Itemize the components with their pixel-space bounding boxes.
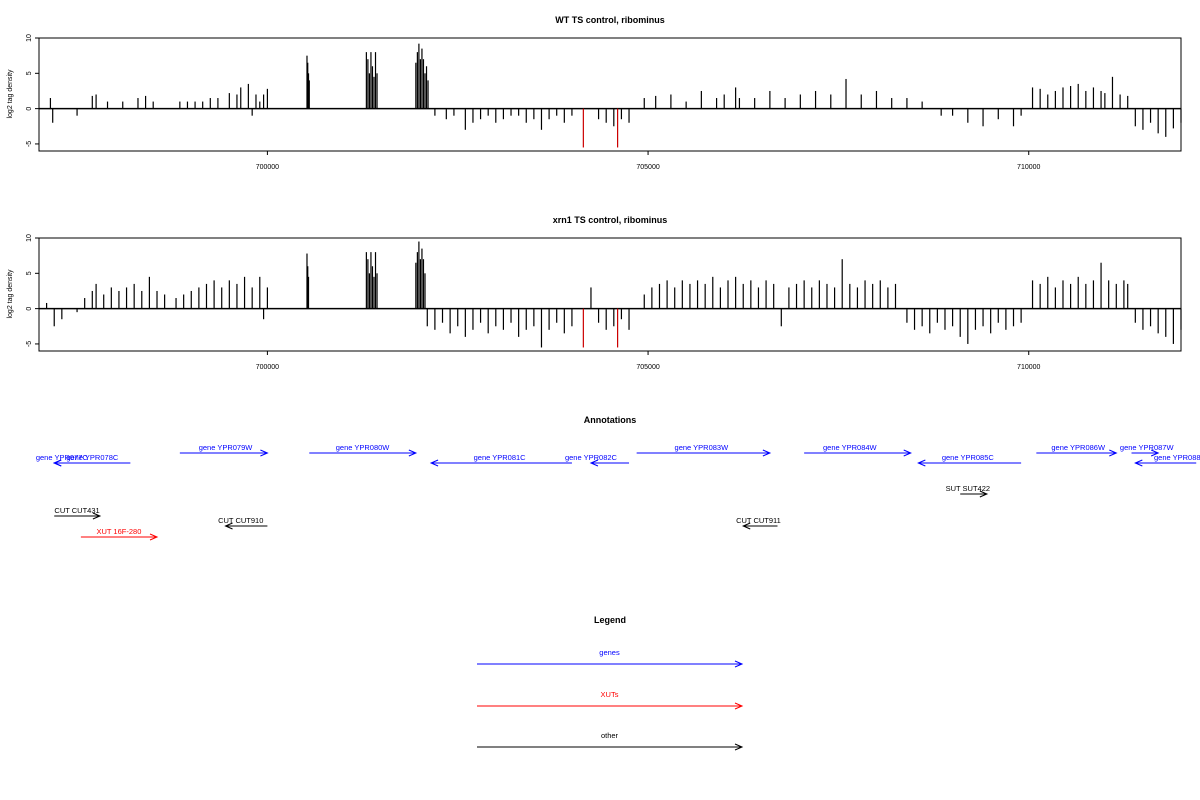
arrowhead [429, 459, 439, 467]
y-axis-label-wt: log2 tag density [7, 69, 14, 119]
panel-title-wt: WT TS control, ribominus [555, 15, 665, 25]
x-tick-label: 700000 [256, 364, 279, 371]
feature-label: gene YPR085C [942, 453, 995, 462]
annotation-feature: gene YPR081C [429, 453, 572, 467]
feature-label: CUT CUT911 [736, 516, 781, 525]
arrowhead [1150, 449, 1160, 457]
feature-label: gene YPR087W [1120, 443, 1175, 452]
arrowhead [903, 449, 912, 457]
y-tick-label: 10 [26, 34, 33, 42]
plot-area-xrn1: -5 0 5 10 700000 705000 710000 [26, 234, 1182, 371]
arrowhead [149, 533, 159, 541]
annotation-feature: gene YPR086W [1036, 443, 1118, 457]
arrowhead [589, 459, 599, 467]
annotation-feature: gene YPR082C [565, 453, 630, 467]
feature-label: gene YPR083W [675, 443, 730, 452]
arrowhead [762, 449, 772, 457]
annotation-feature: CUT CUT910 [218, 516, 268, 530]
feature-label: gene YPR078C [66, 453, 119, 462]
arrowhead [741, 522, 751, 530]
plot-area-wt: -5 0 5 10 700000 705000 710000 [26, 34, 1182, 171]
legend-item: other [477, 731, 744, 751]
y-tick-label: 5 [26, 271, 33, 275]
x-tick-label: 710000 [1017, 364, 1040, 371]
feature-label: gene YPR084W [823, 443, 878, 452]
arrowhead [1134, 459, 1143, 467]
track-panel-xrn1: xrn1 TS control, ribominus log2 tag dens… [7, 215, 1182, 371]
feature-label: SUT SUT422 [946, 484, 990, 493]
arrowhead [224, 522, 233, 530]
legend-arrowhead [734, 702, 744, 710]
legend-label: genes [599, 648, 620, 657]
x-tick-label: 705000 [636, 364, 659, 371]
legend-item: XUTs [477, 690, 744, 710]
legend-arrowhead [734, 743, 744, 751]
plot-frame-xrn1 [38, 237, 1182, 352]
y-tick-label: 5 [26, 71, 33, 75]
legend-arrowhead [734, 660, 744, 668]
arrowhead [260, 449, 269, 457]
feature-label: CUT CUT431 [54, 506, 99, 515]
panel-title-xrn1: xrn1 TS control, ribominus [553, 215, 668, 225]
x-tick-label: 705000 [636, 164, 659, 171]
annotation-feature: gene YPR080W [309, 443, 418, 457]
annotation-feature: gene YPR079W [179, 443, 269, 457]
track-panel-wt: WT TS control, ribominus log2 tag densit… [7, 15, 1182, 171]
feature-label: gene YPR082C [565, 453, 618, 462]
feature-label: gene YPR081C [474, 453, 527, 462]
annotation-feature: gene YPR088C [1134, 453, 1200, 467]
legend-label: other [601, 731, 619, 740]
legend-item: genes [477, 648, 744, 668]
annotation-feature: gene YPR083W [636, 443, 772, 457]
feature-label: CUT CUT910 [218, 516, 263, 525]
arrowhead [92, 512, 102, 520]
arrowhead [979, 490, 989, 498]
annotation-feature: gene YPR084W [804, 443, 912, 457]
feature-label: gene YPR077C [36, 453, 89, 462]
feature-label: gene YPR088C [1154, 453, 1200, 462]
arrowhead [52, 459, 62, 467]
annotation-feature: gene YPR085C [917, 453, 1022, 467]
y-axis-label-xrn1: log2 tag density [7, 269, 14, 319]
arrowhead [1109, 449, 1118, 457]
y-tick-label: 0 [26, 307, 33, 311]
annotation-feature: CUT CUT911 [736, 516, 781, 530]
annotations-title: Annotations [584, 415, 637, 425]
plot-frame-wt [38, 37, 1182, 152]
feature-label: XUT 16F-280 [96, 527, 141, 536]
feature-label: gene YPR086W [1051, 443, 1106, 452]
annotation-feature: CUT CUT431 [54, 506, 102, 520]
annotation-feature: XUT 16F-280 [80, 527, 159, 541]
annotation-feature: gene YPR078C [52, 453, 131, 467]
legend-title: Legend [594, 615, 626, 625]
legend-items: genes XUTs other [477, 648, 744, 751]
legend-label: XUTs [601, 690, 619, 699]
arrowhead [917, 459, 926, 467]
y-tick-label: 0 [26, 107, 33, 111]
legend-panel: Legend genes XUTs other [477, 615, 744, 751]
x-tick-label: 710000 [1017, 164, 1040, 171]
feature-label: gene YPR080W [336, 443, 391, 452]
y-tick-label: 10 [26, 234, 33, 242]
annotation-feature: gene YPR087W [1120, 443, 1175, 457]
x-tick-label: 700000 [256, 164, 279, 171]
y-tick-label: -5 [26, 341, 33, 347]
annotation-feature: SUT SUT422 [946, 484, 990, 498]
feature-label: gene YPR079W [199, 443, 254, 452]
arrowhead [408, 449, 418, 457]
y-tick-label: -5 [26, 141, 33, 147]
